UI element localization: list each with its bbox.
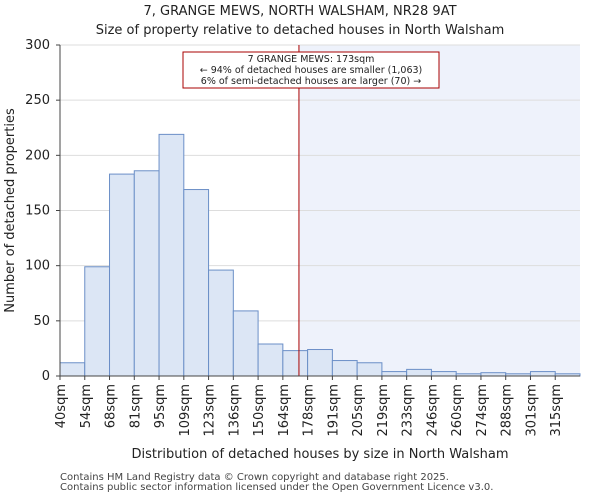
bar-123sqm: [208, 269, 234, 377]
bar-68sqm: [109, 173, 135, 377]
chart-title: 7, GRANGE MEWS, NORTH WALSHAM, NR28 9AT: [143, 4, 457, 19]
x-tick-label-40sqm: 40sqm: [54, 384, 69, 428]
y-tick-label: 200: [25, 148, 50, 163]
bar-164sqm: [282, 350, 309, 377]
chart-subtitle: Size of property relative to detached ho…: [95, 23, 505, 38]
footer: Contains HM Land Registry data © Crown c…: [60, 473, 493, 493]
bar-301sqm: [529, 371, 556, 377]
annotation-line-1: 7 GRANGE MEWS: 173sqm: [248, 54, 375, 65]
footer-line-2: Contains public sector information licen…: [60, 482, 494, 493]
x-tick-label-68sqm: 68sqm: [104, 384, 119, 428]
y-axis-label: Number of detached properties: [3, 108, 18, 313]
bar-95sqm: [158, 133, 185, 377]
y-tick-label: 100: [25, 259, 50, 274]
y-tick-label: 0: [42, 369, 50, 384]
x-tick-label-150sqm: 150sqm: [252, 384, 267, 437]
y-tick-label: 300: [25, 38, 50, 53]
bar-178sqm: [307, 349, 333, 377]
annotation-box: 7 GRANGE MEWS: 173sqm ← 94% of detached …: [182, 51, 440, 89]
x-tick-label-109sqm: 109sqm: [178, 384, 193, 437]
x-tick-label-260sqm: 260sqm: [450, 384, 465, 437]
bar-246sqm: [430, 371, 457, 377]
y-tick-label: 250: [25, 93, 50, 108]
bar-219sqm: [381, 371, 408, 377]
x-tick-label-274sqm: 274sqm: [475, 384, 490, 437]
bar-54sqm: [84, 266, 111, 377]
x-tick-label-95sqm: 95sqm: [153, 384, 168, 428]
bar-233sqm: [406, 368, 432, 377]
annotation-rect: [182, 51, 440, 89]
x-tick-label-205sqm: 205sqm: [351, 384, 366, 437]
x-tick-label-178sqm: 178sqm: [302, 384, 317, 437]
x-tick-label-315sqm: 315sqm: [549, 384, 564, 437]
bar-81sqm: [133, 170, 160, 377]
bar-109sqm: [183, 189, 210, 377]
x-axis-label: Distribution of detached houses by size …: [132, 447, 509, 462]
y-axis-ticks: 0 50 100 150 200 250 300: [25, 38, 60, 384]
bar-40sqm: [59, 362, 86, 377]
bar-205sqm: [356, 362, 383, 377]
x-tick-label-301sqm: 301sqm: [524, 384, 539, 437]
y-tick-label: 50: [33, 314, 50, 329]
x-tick-label-246sqm: 246sqm: [425, 384, 440, 437]
bar-136sqm: [232, 310, 259, 377]
y-tick-label: 150: [25, 204, 50, 219]
x-tick-label-164sqm: 164sqm: [277, 384, 292, 437]
x-tick-label-123sqm: 123sqm: [203, 384, 218, 437]
x-tick-label-219sqm: 219sqm: [376, 384, 391, 437]
x-tick-label-81sqm: 81sqm: [128, 384, 143, 428]
x-tick-label-54sqm: 54sqm: [79, 384, 94, 428]
chart-title-block: 7, GRANGE MEWS, NORTH WALSHAM, NR28 9AT …: [0, 2, 600, 40]
x-tick-label-288sqm: 288sqm: [500, 384, 515, 437]
bars: [59, 133, 581, 377]
x-tick-label-136sqm: 136sqm: [227, 384, 242, 437]
annotation-line-3: 6% of semi-detached houses are larger (7…: [201, 76, 421, 87]
x-axis-ticks: 40sqm 54sqm 68sqm 81sqm 95sqm 109sqm 123sqm 136…: [54, 376, 564, 437]
x-tick-label-233sqm: 233sqm: [401, 384, 416, 437]
bar-150sqm: [257, 343, 284, 377]
x-tick-label-191sqm: 191sqm: [326, 384, 341, 437]
histogram-chart: 7 GRANGE MEWS: 173sqm ← 94% of detached …: [3, 38, 581, 462]
bar-191sqm: [331, 360, 358, 377]
annotation-line-2: ← 94% of detached houses are smaller (1,…: [200, 65, 423, 76]
footer-line-1: Contains HM Land Registry data © Crown c…: [60, 472, 449, 483]
